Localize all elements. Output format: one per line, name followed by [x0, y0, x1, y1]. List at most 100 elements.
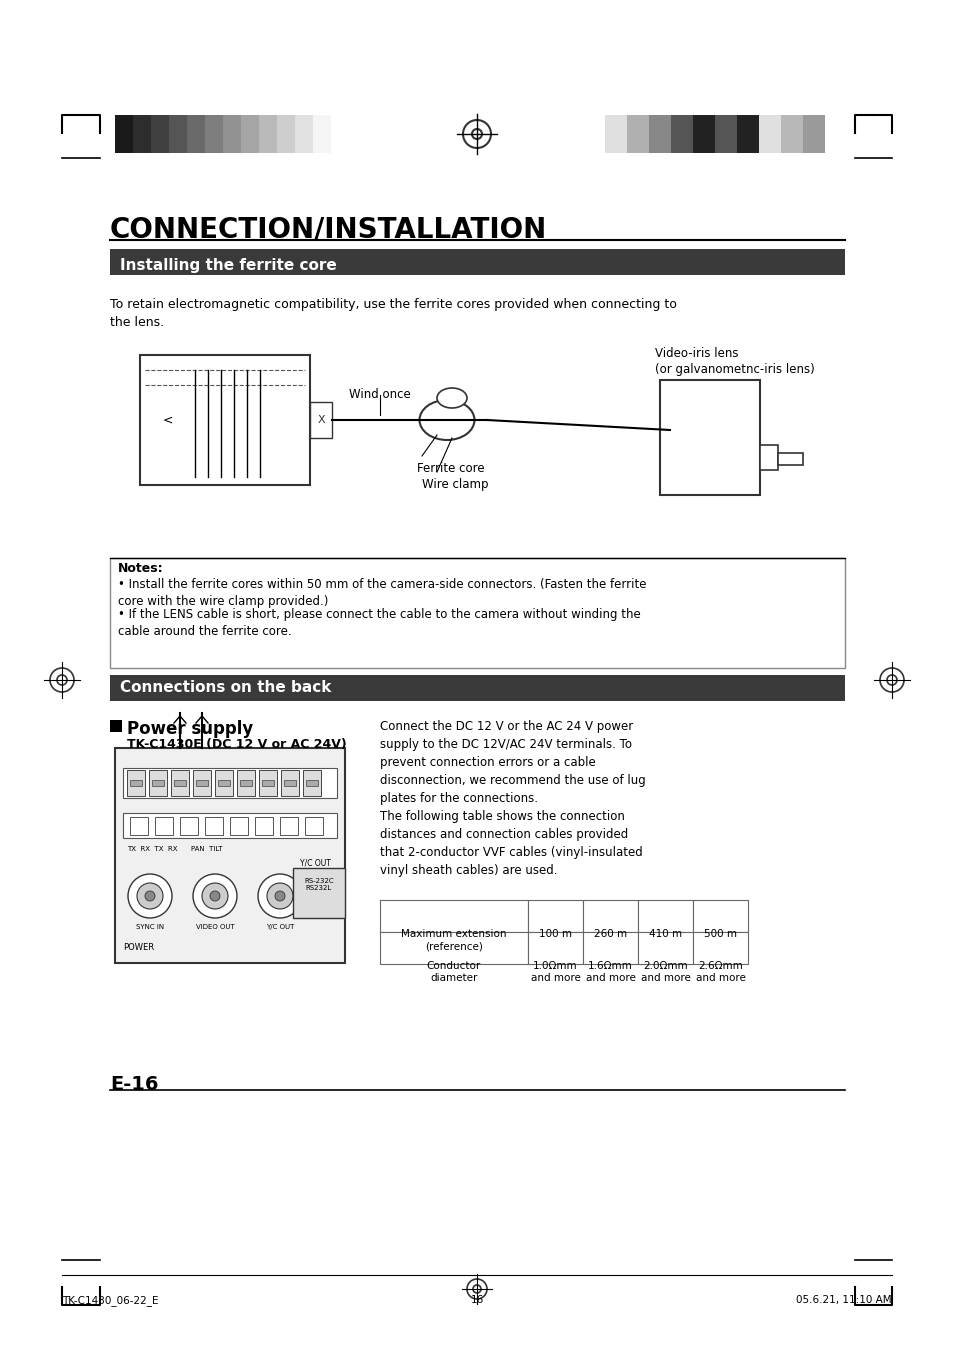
Bar: [310, 403, 332, 438]
Circle shape: [193, 874, 236, 917]
Bar: [714, 115, 737, 153]
Bar: [154, 817, 172, 835]
Bar: [115, 115, 132, 153]
Text: To retain electromagnetic compatibility, use the ferrite cores provided when con: To retain electromagnetic compatibility,…: [110, 299, 677, 330]
Bar: [379, 900, 527, 932]
Text: Y/C OUT: Y/C OUT: [266, 924, 294, 929]
Bar: [648, 115, 670, 153]
Text: TK-C1430E (DC 12 V or AC 24V): TK-C1430E (DC 12 V or AC 24V): [127, 738, 346, 751]
Text: Video-iris lens: Video-iris lens: [655, 347, 738, 359]
Bar: [218, 780, 230, 786]
Bar: [230, 817, 248, 835]
Text: <: <: [163, 413, 173, 427]
Bar: [258, 770, 276, 796]
Text: (or galvanometnc-iris lens): (or galvanometnc-iris lens): [655, 363, 814, 376]
Circle shape: [202, 884, 228, 909]
Bar: [737, 115, 759, 153]
Text: TK-C1430_06-22_E: TK-C1430_06-22_E: [62, 1296, 158, 1306]
Bar: [132, 115, 151, 153]
Bar: [123, 767, 336, 798]
Bar: [626, 115, 648, 153]
Ellipse shape: [436, 388, 467, 408]
Text: Connect the DC 12 V or the AC 24 V power
supply to the DC 12V/AC 24V terminals. : Connect the DC 12 V or the AC 24 V power…: [379, 720, 645, 877]
Bar: [306, 780, 317, 786]
Bar: [110, 720, 122, 732]
Bar: [604, 115, 626, 153]
Text: E-16: E-16: [110, 1075, 158, 1094]
Bar: [778, 453, 802, 465]
Bar: [140, 355, 310, 485]
Bar: [180, 817, 198, 835]
Bar: [173, 780, 186, 786]
Bar: [313, 115, 331, 153]
Text: • If the LENS cable is short, please connect the cable to the camera without win: • If the LENS cable is short, please con…: [118, 608, 640, 638]
Bar: [527, 900, 582, 932]
Text: 410 m: 410 m: [648, 929, 681, 939]
Bar: [379, 932, 527, 965]
Circle shape: [210, 892, 220, 901]
Bar: [223, 115, 241, 153]
Bar: [692, 900, 747, 932]
Text: Conductor
diameter: Conductor diameter: [426, 961, 480, 984]
Bar: [659, 380, 760, 494]
Bar: [582, 900, 638, 932]
Text: VIDEO OUT: VIDEO OUT: [195, 924, 234, 929]
Bar: [760, 444, 778, 470]
Text: Power supply: Power supply: [127, 720, 253, 738]
Text: 2.0Ωmm
and more: 2.0Ωmm and more: [639, 961, 690, 984]
Bar: [294, 115, 313, 153]
Text: • Install the ferrite cores within 50 mm of the camera-side connectors. (Fasten : • Install the ferrite cores within 50 mm…: [118, 578, 646, 608]
Bar: [280, 817, 297, 835]
Text: 100 m: 100 m: [538, 929, 572, 939]
Text: 260 m: 260 m: [594, 929, 626, 939]
Bar: [205, 115, 223, 153]
Circle shape: [137, 884, 163, 909]
Bar: [214, 770, 233, 796]
Bar: [130, 817, 148, 835]
Circle shape: [145, 892, 154, 901]
Bar: [110, 558, 844, 667]
Bar: [169, 115, 187, 153]
Bar: [305, 817, 323, 835]
Bar: [692, 932, 747, 965]
Bar: [127, 770, 145, 796]
Bar: [115, 748, 345, 963]
Text: Wind once: Wind once: [349, 388, 411, 401]
Text: 16: 16: [470, 1296, 483, 1305]
Circle shape: [128, 874, 172, 917]
Circle shape: [267, 884, 293, 909]
Bar: [171, 770, 189, 796]
Text: RS-232C
RS232L: RS-232C RS232L: [304, 878, 334, 892]
Bar: [241, 115, 258, 153]
Text: Maximum extension
(reference): Maximum extension (reference): [401, 929, 506, 951]
Bar: [254, 817, 273, 835]
Circle shape: [274, 892, 285, 901]
Bar: [187, 115, 205, 153]
Bar: [193, 770, 211, 796]
Text: 1.6Ωmm
and more: 1.6Ωmm and more: [585, 961, 635, 984]
Text: SYNC IN: SYNC IN: [135, 924, 164, 929]
Text: Connections on the back: Connections on the back: [120, 680, 331, 694]
Bar: [195, 780, 208, 786]
Text: 500 m: 500 m: [703, 929, 737, 939]
Text: Y/C OUT: Y/C OUT: [299, 858, 331, 867]
Bar: [110, 676, 844, 701]
Bar: [638, 900, 692, 932]
Bar: [205, 817, 223, 835]
Text: TX  RX  TX  RX      PAN  TILT: TX RX TX RX PAN TILT: [127, 846, 222, 852]
Bar: [293, 867, 345, 917]
Bar: [151, 115, 169, 153]
Text: 05.6.21, 11:10 AM: 05.6.21, 11:10 AM: [796, 1296, 891, 1305]
Bar: [759, 115, 781, 153]
Bar: [692, 115, 714, 153]
Bar: [303, 770, 320, 796]
Bar: [284, 780, 295, 786]
Bar: [130, 780, 142, 786]
Bar: [802, 115, 824, 153]
Text: 2.6Ωmm
and more: 2.6Ωmm and more: [695, 961, 744, 984]
Bar: [110, 249, 844, 276]
Text: Wire clamp: Wire clamp: [421, 478, 488, 490]
Bar: [149, 770, 167, 796]
Bar: [152, 780, 164, 786]
Bar: [276, 115, 294, 153]
